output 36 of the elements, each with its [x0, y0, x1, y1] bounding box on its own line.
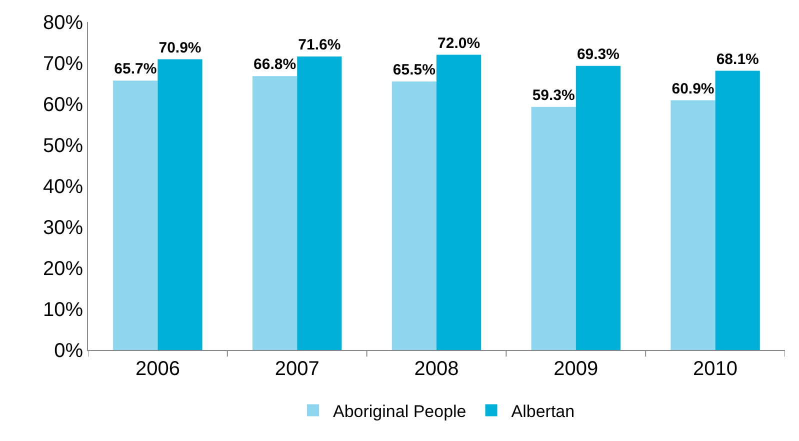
data-label: 65.5%	[392, 61, 436, 78]
y-tick-label: 0%	[54, 340, 84, 362]
bar	[670, 100, 716, 350]
data-label: 70.9%	[158, 39, 202, 56]
x-tick-label: 2007	[274, 358, 320, 380]
x-tick-label: 2006	[135, 358, 180, 380]
bar	[252, 76, 298, 350]
data-label: 65.7%	[114, 60, 157, 78]
bar	[297, 56, 342, 350]
y-tick-label: 10%	[42, 299, 84, 321]
bar	[715, 70, 760, 350]
bar	[531, 106, 576, 350]
data-label: 59.3%	[532, 86, 575, 104]
y-tick-label: 30%	[42, 217, 84, 239]
legend-label: Albertan	[511, 402, 575, 421]
bar	[576, 66, 621, 350]
y-tick-label: 70%	[42, 53, 84, 75]
y-tick-label: 40%	[42, 176, 84, 198]
bar	[436, 54, 482, 350]
data-label: 66.8%	[254, 56, 296, 74]
x-tick-label: 2010	[693, 358, 738, 380]
x-tick-label: 2009	[554, 358, 598, 380]
data-label: 68.1%	[716, 50, 759, 68]
y-tick-label: 20%	[42, 258, 84, 280]
bar	[158, 59, 202, 350]
data-label: 60.9%	[672, 80, 714, 98]
data-label: 71.6%	[298, 36, 341, 54]
data-label: 69.3%	[576, 46, 620, 63]
bar	[392, 81, 436, 350]
legend-label: Aboriginal People	[333, 402, 466, 421]
bar	[113, 80, 158, 350]
data-label: 72.0%	[438, 34, 480, 52]
y-tick-label: 60%	[42, 94, 84, 116]
x-tick-label: 2008	[414, 358, 459, 380]
y-tick-label: 50%	[42, 135, 84, 157]
y-tick-label: 80%	[42, 12, 84, 34]
